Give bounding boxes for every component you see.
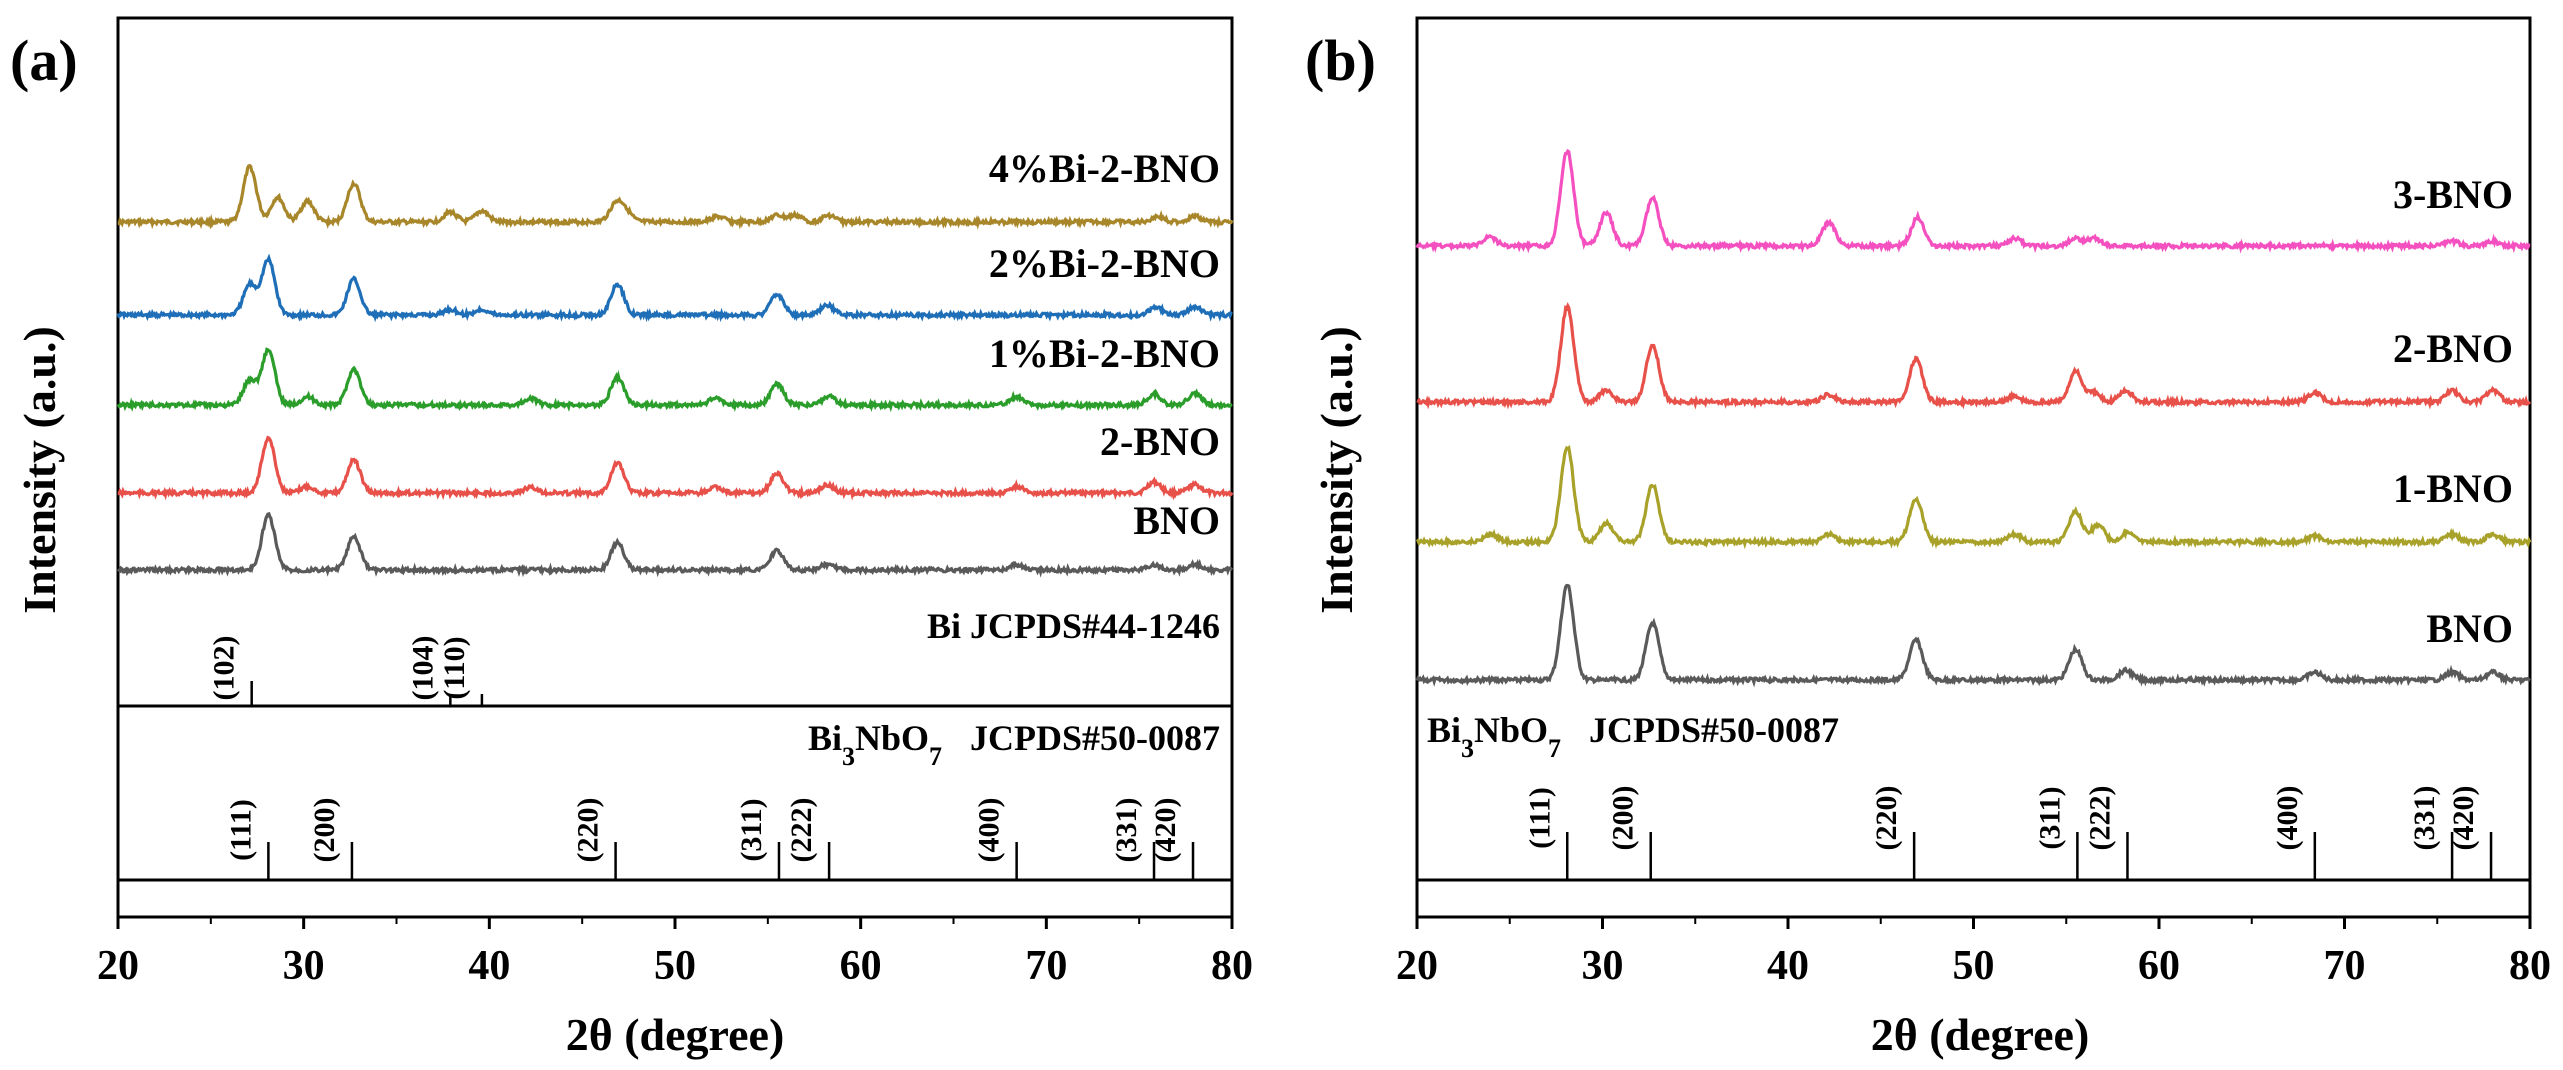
reference-stick-label: (220) xyxy=(572,798,605,863)
reference-stick-label: (200) xyxy=(1607,786,1640,851)
reference-name-part: 7 xyxy=(929,742,942,771)
series-line-2 xyxy=(1415,444,2532,550)
series-line-1 xyxy=(116,253,1233,323)
reference-stick-label: (331) xyxy=(2408,786,2441,851)
y-axis-label: Intensity (a.u.) xyxy=(1311,326,1362,614)
reference-stick-label: (311) xyxy=(735,798,768,861)
x-tick-label: 60 xyxy=(840,943,882,989)
x-tick-label: 30 xyxy=(1582,943,1624,989)
x-tick-label: 20 xyxy=(97,943,139,989)
reference-name-part: NbO xyxy=(855,718,929,758)
x-tick-label: 40 xyxy=(1767,943,1809,989)
panel-a: (a) 2θ (degree) Intensity (a.u.) 20 30 40 50 60… xyxy=(10,16,1253,1060)
series-label: 2%Bi-2-BNO xyxy=(989,241,1220,286)
reference-name-part: Bi xyxy=(1427,710,1461,750)
x-tick-label: 60 xyxy=(2138,943,2180,989)
reference-stick-label: (331) xyxy=(1110,798,1143,863)
series-line-3 xyxy=(117,435,1234,501)
series-label: BNO xyxy=(2426,606,2513,651)
x-tick-label: 20 xyxy=(1396,943,1438,989)
y-axis-label: Intensity (a.u.) xyxy=(14,326,65,614)
reference-stick-label: (420) xyxy=(1149,798,1182,863)
x-axis-label: 2θ (degree) xyxy=(566,1009,785,1060)
panel-b: (b) 2θ (degree) Intensity (a.u.) 20 30 40 50 60… xyxy=(1305,16,2551,1060)
reference-stick-label: (102) xyxy=(208,636,241,701)
reference-name-part: 3 xyxy=(1461,734,1474,763)
reference-name: Bi3NbO7 JCPDS#50-0087 xyxy=(808,718,1220,771)
series-label: 3-BNO xyxy=(2393,172,2513,217)
reference-stick-label: (222) xyxy=(2083,786,2116,851)
reference-stick-label: (111) xyxy=(224,799,257,861)
reference-stick-label: (110) xyxy=(438,636,471,699)
x-tick-label: 70 xyxy=(2324,943,2366,989)
series-label: 2-BNO xyxy=(1100,419,1220,464)
reference-stick-label: (400) xyxy=(2271,786,2304,851)
reference-stick-label: (400) xyxy=(973,798,1006,863)
series-label: 4%Bi-2-BNO xyxy=(989,146,1220,191)
reference-stick-label: (420) xyxy=(2447,786,2480,851)
reference-stick-label: (200) xyxy=(308,798,341,863)
plot-frame xyxy=(1415,16,2532,919)
series-label: 1%Bi-2-BNO xyxy=(989,331,1220,376)
reference-stick-label: (104) xyxy=(406,636,439,701)
x-tick-label: 70 xyxy=(1025,943,1067,989)
series-label: BNO xyxy=(1133,498,1220,543)
x-tick-label: 30 xyxy=(283,943,325,989)
x-tick-label: 80 xyxy=(2509,943,2551,989)
reference-name: Bi3NbO7 JCPDS#50-0087 xyxy=(1427,710,1839,763)
reference-name-part: 3 xyxy=(842,742,855,771)
x-tick-label: 40 xyxy=(468,943,510,989)
x-tick-label: 50 xyxy=(1953,943,1995,989)
series-line-1 xyxy=(1416,302,2532,410)
reference-name-part: JCPDS#50-0087 xyxy=(1589,710,1839,750)
reference-stick-label: (111) xyxy=(1523,787,1556,849)
reference-name-part: Bi xyxy=(808,718,842,758)
series-line-3 xyxy=(1415,583,2531,688)
reference-name: Bi JCPDS#44-1246 xyxy=(927,606,1220,646)
panel-label: (a) xyxy=(10,28,78,93)
reference-name-part: JCPDS#50-0087 xyxy=(970,718,1220,758)
series-label: 1-BNO xyxy=(2393,466,2513,511)
series-line-0 xyxy=(1415,148,2531,254)
series-label: 2-BNO xyxy=(2393,326,2513,371)
reference-name-part: NbO xyxy=(1474,710,1548,750)
reference-stick-label: (222) xyxy=(785,798,818,863)
series-line-0 xyxy=(117,163,1234,230)
x-tick-label: 80 xyxy=(1211,943,1253,989)
reference-name-part: 7 xyxy=(1548,734,1561,763)
series-line-2 xyxy=(116,347,1233,413)
reference-stick-label: (220) xyxy=(1870,786,1903,851)
x-axis-label: 2θ (degree) xyxy=(1871,1009,2090,1060)
x-tick-label: 50 xyxy=(654,943,696,989)
panel-label: (b) xyxy=(1305,28,1376,93)
series-line-4 xyxy=(116,512,1234,578)
reference-stick-label: (311) xyxy=(2033,786,2066,849)
